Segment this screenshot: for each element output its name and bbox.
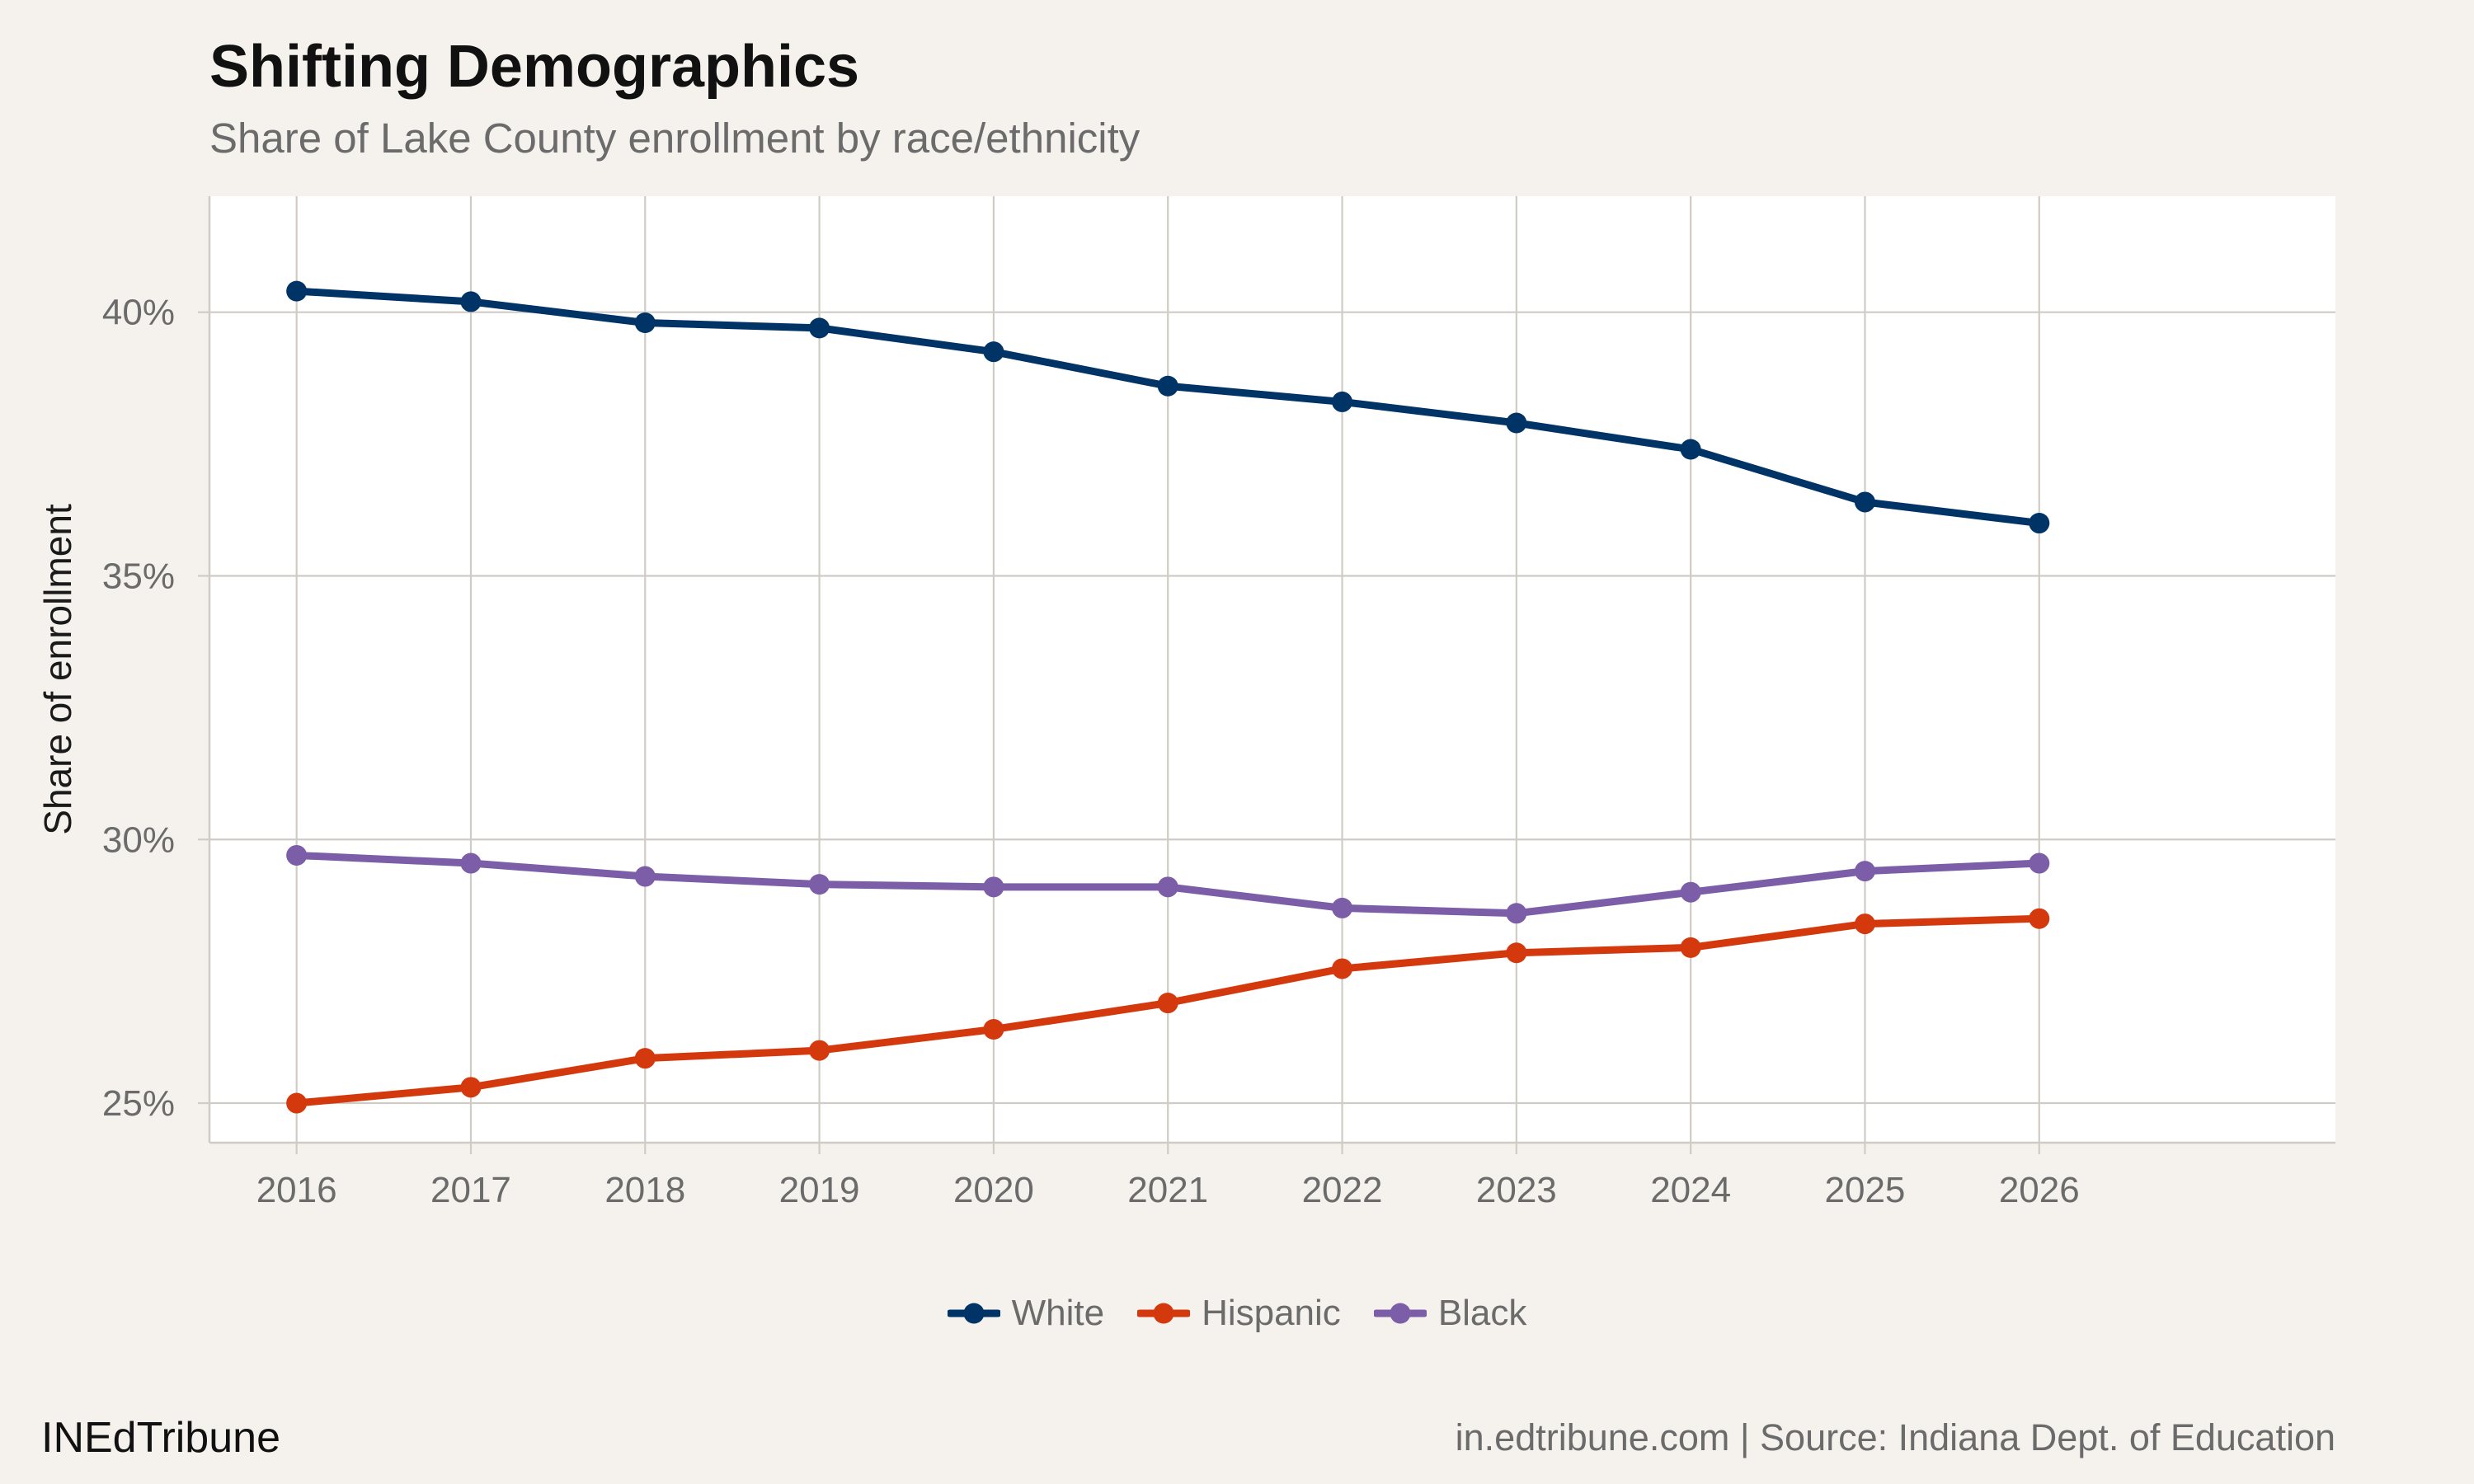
data-point-hispanic	[1680, 937, 1701, 958]
legend-item-white: White	[947, 1293, 1105, 1334]
data-point-white	[1332, 391, 1353, 412]
data-point-black	[634, 866, 656, 887]
data-point-white	[1854, 491, 1875, 513]
data-point-black	[1506, 903, 1527, 924]
x-tick-label: 2019	[779, 1170, 860, 1210]
y-tick-label: 40%	[102, 293, 175, 333]
x-tick-label: 2024	[1650, 1170, 1731, 1210]
x-tick-label: 2026	[1999, 1170, 2080, 1210]
data-point-black	[286, 844, 308, 866]
legend: White Hispanic Black	[0, 1293, 2474, 1334]
y-tick-label: 35%	[102, 556, 175, 596]
series-black	[286, 844, 2050, 924]
data-point-white	[634, 312, 656, 333]
chart-subtitle: Share of Lake County enrollment by race/…	[209, 115, 1141, 162]
source-note: in.edtribune.com | Source: Indiana Dept.…	[1455, 1416, 2335, 1458]
y-tick-label: 30%	[102, 819, 175, 860]
series-white	[286, 280, 2050, 534]
data-point-white	[2029, 513, 2050, 534]
x-tick-label: 2022	[1302, 1170, 1383, 1210]
data-point-hispanic	[1854, 913, 1875, 935]
series-hispanic	[286, 908, 2050, 1114]
data-point-hispanic	[983, 1018, 1004, 1040]
data-point-hispanic	[1332, 958, 1353, 979]
y-tick-label: 25%	[102, 1083, 175, 1124]
data-point-white	[983, 341, 1004, 363]
x-tick-label: 2025	[1825, 1170, 1906, 1210]
data-point-white	[286, 280, 308, 302]
data-point-white	[1157, 375, 1178, 397]
axes: 2016 2017 2018 2019 2020 2021 2022 2023 2024 2025…	[102, 196, 2335, 1210]
legend-item-black: Black	[1373, 1293, 1527, 1334]
legend-label-black: Black	[1437, 1293, 1527, 1333]
data-point-hispanic	[460, 1077, 482, 1098]
chart-title: Shifting Demographics	[209, 34, 860, 100]
legend-key-white	[947, 1303, 1000, 1324]
x-tick-label: 2023	[1476, 1170, 1557, 1210]
data-point-hispanic	[809, 1040, 830, 1061]
data-point-black	[1680, 881, 1701, 903]
data-point-white	[1506, 412, 1527, 434]
data-point-white	[460, 291, 482, 312]
data-point-black	[460, 852, 482, 874]
x-tick-label: 2020	[953, 1170, 1034, 1210]
data-point-white	[809, 317, 830, 339]
brand-logo-text: INEdTribune	[41, 1414, 280, 1462]
x-tick-label: 2018	[604, 1170, 685, 1210]
data-point-black	[1332, 897, 1353, 918]
data-point-white	[1680, 439, 1701, 460]
data-point-black	[809, 874, 830, 895]
data-point-hispanic	[2029, 908, 2050, 929]
data-point-black	[1854, 861, 1875, 882]
x-tick-label: 2017	[430, 1170, 511, 1210]
data-point-black	[2029, 852, 2050, 874]
data-point-black	[1157, 876, 1178, 898]
legend-item-hispanic: Hispanic	[1137, 1293, 1341, 1334]
plot-panel	[209, 196, 2335, 1143]
data-point-hispanic	[286, 1092, 308, 1114]
data-point-hispanic	[1157, 993, 1178, 1014]
x-tick-label: 2016	[256, 1170, 337, 1210]
data-point-hispanic	[1506, 942, 1527, 964]
legend-key-hispanic	[1137, 1303, 1191, 1324]
data-point-hispanic	[634, 1048, 656, 1069]
legend-label-white: White	[1011, 1293, 1105, 1333]
legend-label-hispanic: Hispanic	[1202, 1293, 1341, 1333]
y-axis-title: Share of enrollment	[36, 504, 79, 835]
series-layer	[286, 280, 2050, 1114]
data-point-black	[983, 876, 1004, 898]
legend-key-black	[1373, 1303, 1427, 1324]
x-tick-label: 2021	[1127, 1170, 1208, 1210]
